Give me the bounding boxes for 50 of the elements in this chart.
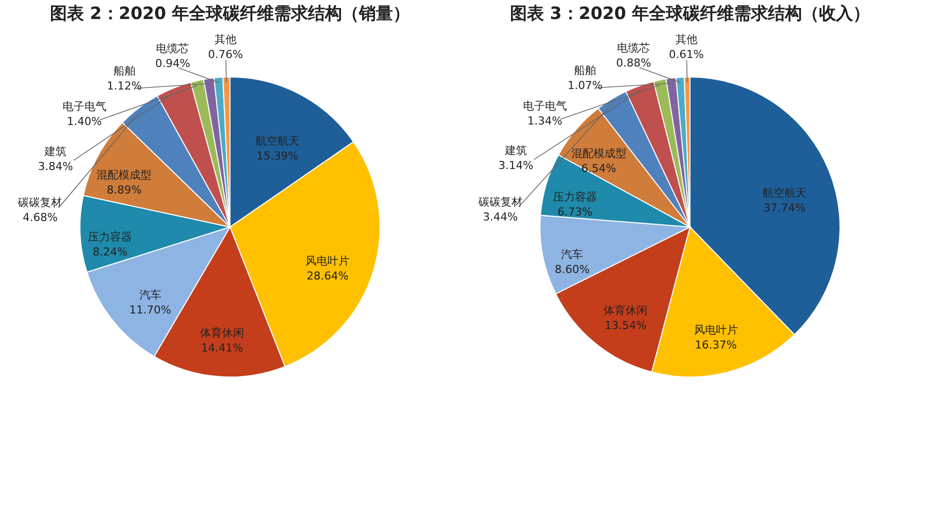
slice-label: 航空航天	[255, 134, 300, 148]
data-label: 1.12%	[106, 80, 142, 93]
slice-label: 其他	[214, 33, 236, 46]
data-label: 3.44%	[482, 210, 518, 224]
data-label: 1.34%	[527, 114, 562, 128]
data-label: 15.39%	[256, 150, 298, 163]
data-label: 3.84%	[38, 160, 73, 173]
data-label: 0.88%	[616, 56, 652, 70]
data-label: 3.14%	[498, 159, 534, 172]
data-label: 28.64%	[306, 270, 349, 283]
slice-label: 体育休闲	[200, 326, 244, 340]
data-label: 13.54%	[604, 319, 647, 332]
data-label: 11.70%	[129, 304, 172, 317]
slice-label: 电子电气	[522, 99, 567, 112]
slice-label: 建筑	[504, 144, 527, 158]
slice-label: 混配模成型	[571, 147, 626, 160]
slice-label: 风电叶片	[694, 324, 738, 337]
slice-label: 船舶	[574, 64, 596, 78]
data-label: 6.73%	[558, 206, 592, 219]
data-label: 0.76%	[208, 48, 243, 62]
data-label: 1.40%	[66, 114, 102, 128]
slice-label: 其他	[675, 33, 698, 46]
slice-label: 建筑	[43, 144, 66, 158]
slice-label: 压力容器	[88, 230, 132, 244]
slice-label: 汽车	[561, 248, 584, 261]
chart-title: 图表 2：2020 年全球碳纤维需求结构（销量）	[50, 4, 410, 24]
data-label: 6.54%	[581, 162, 616, 176]
data-label: 1.07%	[568, 79, 603, 92]
slice-label: 风电叶片	[306, 254, 350, 268]
slice-label: 电子电气	[62, 100, 106, 113]
data-label: 14.41%	[201, 342, 244, 355]
data-label: 8.60%	[554, 262, 590, 276]
slice-label: 电缆芯	[156, 42, 190, 55]
data-label: 4.68%	[22, 211, 58, 224]
data-label: 0.94%	[155, 56, 190, 70]
slice-label: 电缆芯	[617, 41, 650, 54]
data-label: 0.61%	[668, 48, 704, 62]
data-label: 16.37%	[694, 338, 737, 352]
slice-label: 体育休闲	[604, 304, 648, 318]
slice-label: 碳碳复材	[477, 195, 522, 208]
chart-title: 图表 3：2020 年全球碳纤维需求结构（收入）	[510, 4, 870, 24]
data-label: 8.24%	[92, 246, 128, 259]
slice-label: 汽车	[139, 288, 162, 302]
slice-label: 压力容器	[553, 190, 598, 204]
data-label: 37.74%	[764, 202, 806, 215]
slice-label: 碳碳复材	[17, 196, 62, 210]
slice-label: 航空航天	[762, 186, 807, 200]
slice-label: 船舶	[113, 64, 136, 78]
slice-label: 混配模成型	[96, 168, 152, 182]
data-label: 8.89%	[106, 183, 142, 196]
